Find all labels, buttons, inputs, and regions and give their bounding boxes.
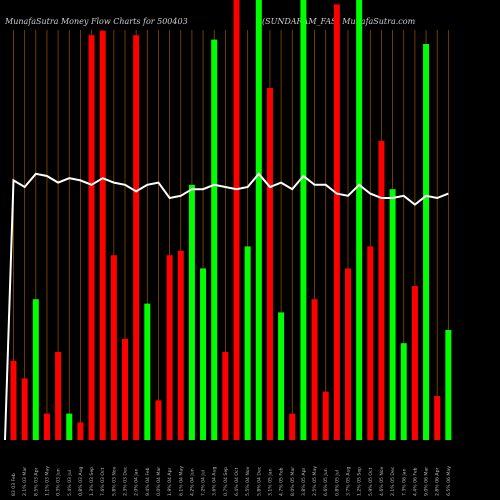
bar (356, 0, 363, 440)
x-tick-label: 1.3% 03 Sep (89, 467, 95, 496)
x-tick-label: 6.4% 04 Oct (234, 467, 240, 496)
x-tick-label: 5.9% 05 Oct (368, 467, 374, 496)
bar (166, 255, 173, 440)
x-tick-label: 1.9% 04 Apr (167, 468, 173, 496)
bar (411, 286, 418, 440)
bar (88, 35, 95, 440)
bar (333, 4, 340, 441)
x-tick-label: 0.8% 03 Aug (78, 467, 84, 496)
bar (188, 184, 195, 440)
x-tick-label: 2.8% 06 Apr (435, 468, 441, 496)
x-tick-label: 8.5% 03 Apr (33, 468, 39, 496)
x-tick-label: 2.3% 03 Dec (123, 466, 129, 496)
bar (155, 400, 162, 440)
x-tick-label: 0.3% 03 Jun (56, 468, 62, 496)
bar (10, 360, 17, 440)
bar (345, 268, 351, 440)
bar (200, 268, 207, 440)
x-tick-label: 83 03 Feb (11, 473, 17, 496)
x-tick-label: 3.8% 05 Apr (301, 468, 307, 496)
bar (133, 35, 140, 440)
bar (378, 140, 385, 441)
bar (423, 44, 430, 440)
x-tick-label: 6.6% 05 Jun (323, 468, 329, 496)
x-tick-label: 5.5% 04 Nov (245, 466, 251, 496)
bar (99, 30, 106, 441)
x-tick-label: 0.7% 04 Sep (223, 467, 229, 496)
x-tick-label: 8.0% 05 Mar (290, 467, 296, 496)
x-tick-label: 5.8% 04 Dec (256, 466, 262, 496)
bar (222, 352, 229, 440)
x-tick-label: 3.7% 05 Aug (346, 467, 352, 496)
bar (77, 422, 84, 440)
x-tick-label: 5.4% 03 Jul (67, 470, 73, 496)
bar (144, 303, 151, 440)
x-tick-label: 9.0% 06 Mar (424, 467, 430, 496)
bar (122, 338, 128, 440)
bar (233, 0, 240, 440)
bar (43, 413, 50, 440)
bar (367, 246, 374, 440)
x-tick-label: 1.1% 03 May (44, 466, 50, 496)
bar (278, 312, 285, 440)
bar (211, 39, 218, 440)
bar (300, 0, 307, 440)
bar (21, 378, 28, 440)
x-tick-label: 4.6% 05 Nov (379, 466, 385, 496)
x-tick-label: 6.5% 06 May (446, 466, 452, 496)
bar (445, 330, 452, 440)
money-flow-line (4, 172, 449, 441)
bar (255, 0, 262, 440)
x-tick-label: 4.7% 05 Feb (279, 467, 285, 496)
x-tick-label: 4.2% 04 Jun (189, 468, 195, 496)
bar (55, 352, 62, 440)
x-tick-label: 1.2% 05 Sep (357, 467, 363, 496)
x-tick-label: 7.6% 03 Oct (100, 467, 106, 496)
x-tick-label: 2.1% 05 Dec (390, 466, 396, 496)
bar (311, 299, 318, 440)
x-tick-label: 7.2% 04 Jul (201, 470, 207, 496)
x-tick-label: 3.6% 04 Aug (212, 467, 218, 496)
bar (400, 343, 407, 440)
chart-title-left: MunafaSutra Money Flow Charts for 500403 (4, 17, 188, 26)
bar (322, 391, 329, 440)
bar-series (10, 0, 452, 441)
x-tick-label: 4.4% 06 Feb (412, 467, 418, 496)
bar (177, 250, 184, 440)
bar (266, 88, 273, 440)
x-tick-label: 2.0% 04 Jan (134, 468, 140, 496)
x-tick-label: 0.8% 05 Jul (334, 470, 340, 496)
x-tick-label: 3.1% 05 Jan (267, 468, 273, 496)
x-tick-label: 5.8% 03 Nov (111, 466, 117, 496)
x-tick-label: 2.1% 03 Mar (22, 467, 28, 496)
x-tick-label: 0.0% 04 Mar (156, 467, 162, 496)
x-tick-label: 2.5% 05 May (312, 466, 318, 496)
bar (389, 189, 396, 440)
x-tick-labels: 83 03 Feb 2.1% 03 Mar 8.5% 03 Apr 1.1% 03 M… (11, 466, 452, 496)
bar (66, 413, 73, 440)
bar (244, 246, 251, 440)
bar (434, 396, 441, 440)
bar (110, 255, 117, 440)
x-tick-label: 9.4% 04 Feb (145, 467, 151, 496)
bar (32, 299, 39, 440)
bar (289, 413, 296, 440)
x-tick-label: 6.1% 04 May (178, 466, 184, 496)
x-tick-label: 7.3% 06 Jan (401, 468, 407, 496)
